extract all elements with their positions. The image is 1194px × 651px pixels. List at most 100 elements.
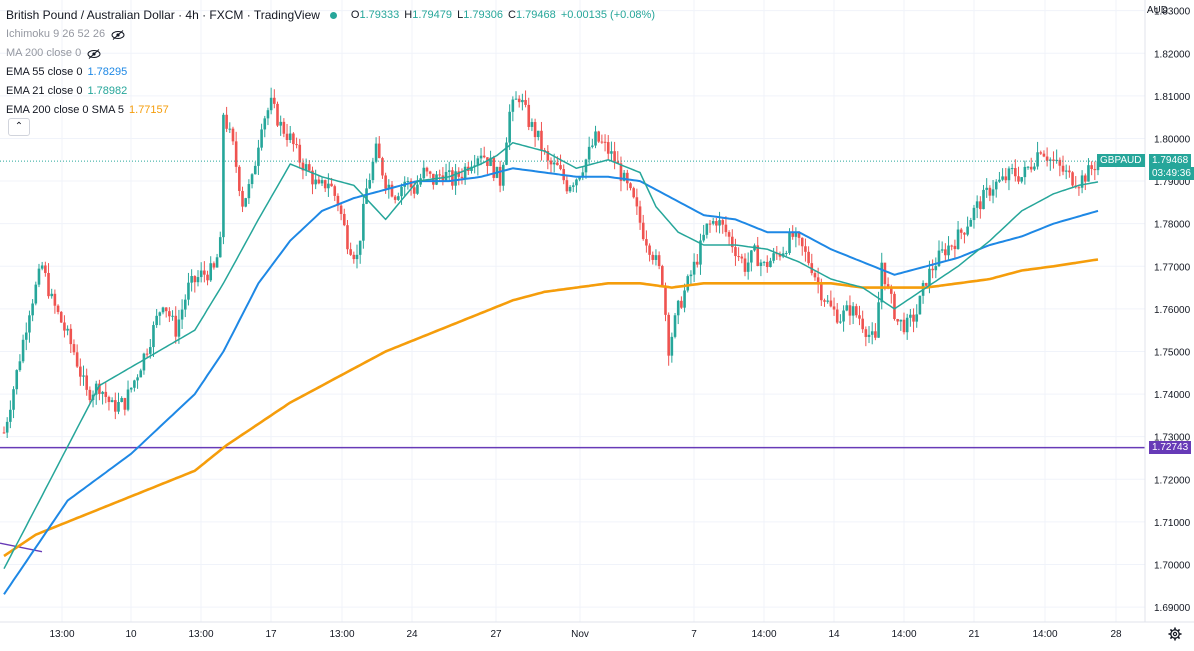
candle-down bbox=[295, 144, 298, 146]
y-tick-label: 1.76000 bbox=[1154, 305, 1191, 316]
candle-up bbox=[368, 180, 372, 189]
candle-down bbox=[1071, 172, 1074, 186]
indicator-ema21[interactable]: EMA 21 close 0 1.78982 bbox=[6, 82, 657, 101]
candle-up bbox=[15, 370, 19, 390]
y-tick-label: 1.73000 bbox=[1154, 433, 1191, 444]
y-tick-label: 1.79000 bbox=[1154, 177, 1191, 188]
candle-up bbox=[406, 180, 410, 182]
plot-background bbox=[0, 0, 1145, 622]
ema55-line bbox=[3, 167, 1099, 595]
candle-down bbox=[835, 309, 839, 323]
candle-down bbox=[1004, 176, 1008, 181]
candle-up bbox=[133, 380, 136, 388]
candle-down bbox=[756, 245, 760, 267]
candle-down bbox=[1017, 176, 1020, 182]
candle-up bbox=[304, 164, 308, 171]
candle-down bbox=[1052, 159, 1055, 162]
ohlc-close: 1.79468 bbox=[515, 9, 556, 21]
candle-down bbox=[743, 258, 747, 272]
gear-icon[interactable] bbox=[1168, 627, 1182, 641]
candle-up bbox=[966, 226, 969, 235]
eye-hidden-icon[interactable] bbox=[87, 48, 101, 59]
candle-up bbox=[1010, 168, 1014, 170]
candle-up bbox=[591, 145, 594, 147]
candle-up bbox=[362, 203, 365, 241]
candle-up bbox=[711, 221, 715, 224]
candle-up bbox=[129, 387, 133, 390]
candle-up bbox=[575, 179, 578, 186]
x-tick-label: 14:00 bbox=[751, 629, 776, 640]
indicator-ema200[interactable]: EMA 200 close 0 SMA 5 1.77157 bbox=[6, 101, 657, 120]
candle-up bbox=[552, 162, 556, 165]
ema21-line bbox=[3, 141, 1099, 570]
y-tick-label: 1.70000 bbox=[1154, 560, 1191, 571]
candle-up bbox=[842, 310, 845, 322]
indicator-ichimoku[interactable]: Ichimoku 9 26 52 26 bbox=[6, 25, 657, 44]
y-tick-label: 1.75000 bbox=[1154, 347, 1191, 358]
candle-up bbox=[387, 184, 391, 189]
candle-down bbox=[661, 266, 664, 286]
candle-down bbox=[393, 196, 397, 200]
x-tick-label: 27 bbox=[490, 629, 502, 640]
candle-down bbox=[390, 184, 394, 197]
candle-down bbox=[613, 151, 616, 162]
candle-up bbox=[12, 389, 15, 410]
candle-up bbox=[269, 97, 273, 111]
candle-down bbox=[330, 183, 333, 187]
candle-down bbox=[56, 305, 60, 312]
indicator-ma200[interactable]: MA 200 close 0 bbox=[6, 44, 657, 63]
indicator-value: 1.78295 bbox=[87, 66, 128, 78]
y-tick-label: 1.83000 bbox=[1154, 7, 1191, 18]
candle-down bbox=[79, 366, 82, 377]
eye-hidden-icon[interactable] bbox=[111, 29, 125, 40]
candle-up bbox=[177, 319, 181, 337]
candle-down bbox=[556, 162, 559, 166]
candle-down bbox=[657, 255, 661, 267]
candle-down bbox=[346, 225, 349, 250]
ohlc-low: 1.79306 bbox=[463, 9, 503, 21]
candle-up bbox=[40, 265, 44, 269]
x-tick-label: 13:00 bbox=[49, 629, 74, 640]
candle-down bbox=[800, 237, 804, 247]
candle-up bbox=[5, 421, 9, 433]
candle-up bbox=[447, 170, 451, 172]
candle-down bbox=[603, 141, 607, 143]
candle-up bbox=[365, 188, 368, 204]
candle-down bbox=[75, 352, 79, 367]
candle-up bbox=[397, 196, 400, 200]
candle-up bbox=[18, 361, 22, 371]
candle-down bbox=[638, 206, 642, 223]
candle-up bbox=[594, 131, 597, 146]
candle-down bbox=[276, 103, 279, 126]
candle-up bbox=[508, 111, 511, 143]
candle-down bbox=[238, 166, 241, 191]
x-tick-label: 21 bbox=[968, 629, 980, 640]
currency-label[interactable]: AUD bbox=[1146, 5, 1168, 16]
candle-up bbox=[998, 179, 1001, 182]
candle-up bbox=[120, 398, 123, 402]
candle-up bbox=[947, 245, 950, 256]
candle-down bbox=[797, 232, 801, 238]
indicator-ema55[interactable]: EMA 55 close 0 1.78295 bbox=[6, 63, 657, 82]
candle-down bbox=[72, 344, 76, 353]
candle-down bbox=[317, 179, 321, 184]
candle-down bbox=[893, 293, 896, 320]
candle-down bbox=[616, 161, 620, 164]
symbol-title[interactable]: British Pound / Australian Dollar · 4h ·… bbox=[6, 8, 320, 22]
candle-up bbox=[750, 250, 753, 263]
candle-down bbox=[864, 329, 868, 337]
candle-down bbox=[861, 318, 864, 330]
candle-down bbox=[85, 375, 88, 390]
candle-up bbox=[670, 336, 674, 356]
candle-up bbox=[158, 312, 162, 316]
candle-up bbox=[21, 339, 25, 362]
candle-down bbox=[311, 170, 314, 185]
candle-up bbox=[918, 295, 922, 315]
candle-up bbox=[905, 317, 909, 333]
collapse-legend-button[interactable]: ⌃ bbox=[8, 118, 30, 136]
candle-down bbox=[540, 130, 543, 151]
candle-down bbox=[724, 224, 728, 233]
candle-up bbox=[899, 319, 903, 322]
ohlc-change: +0.00135 (+0.08%) bbox=[560, 9, 655, 21]
